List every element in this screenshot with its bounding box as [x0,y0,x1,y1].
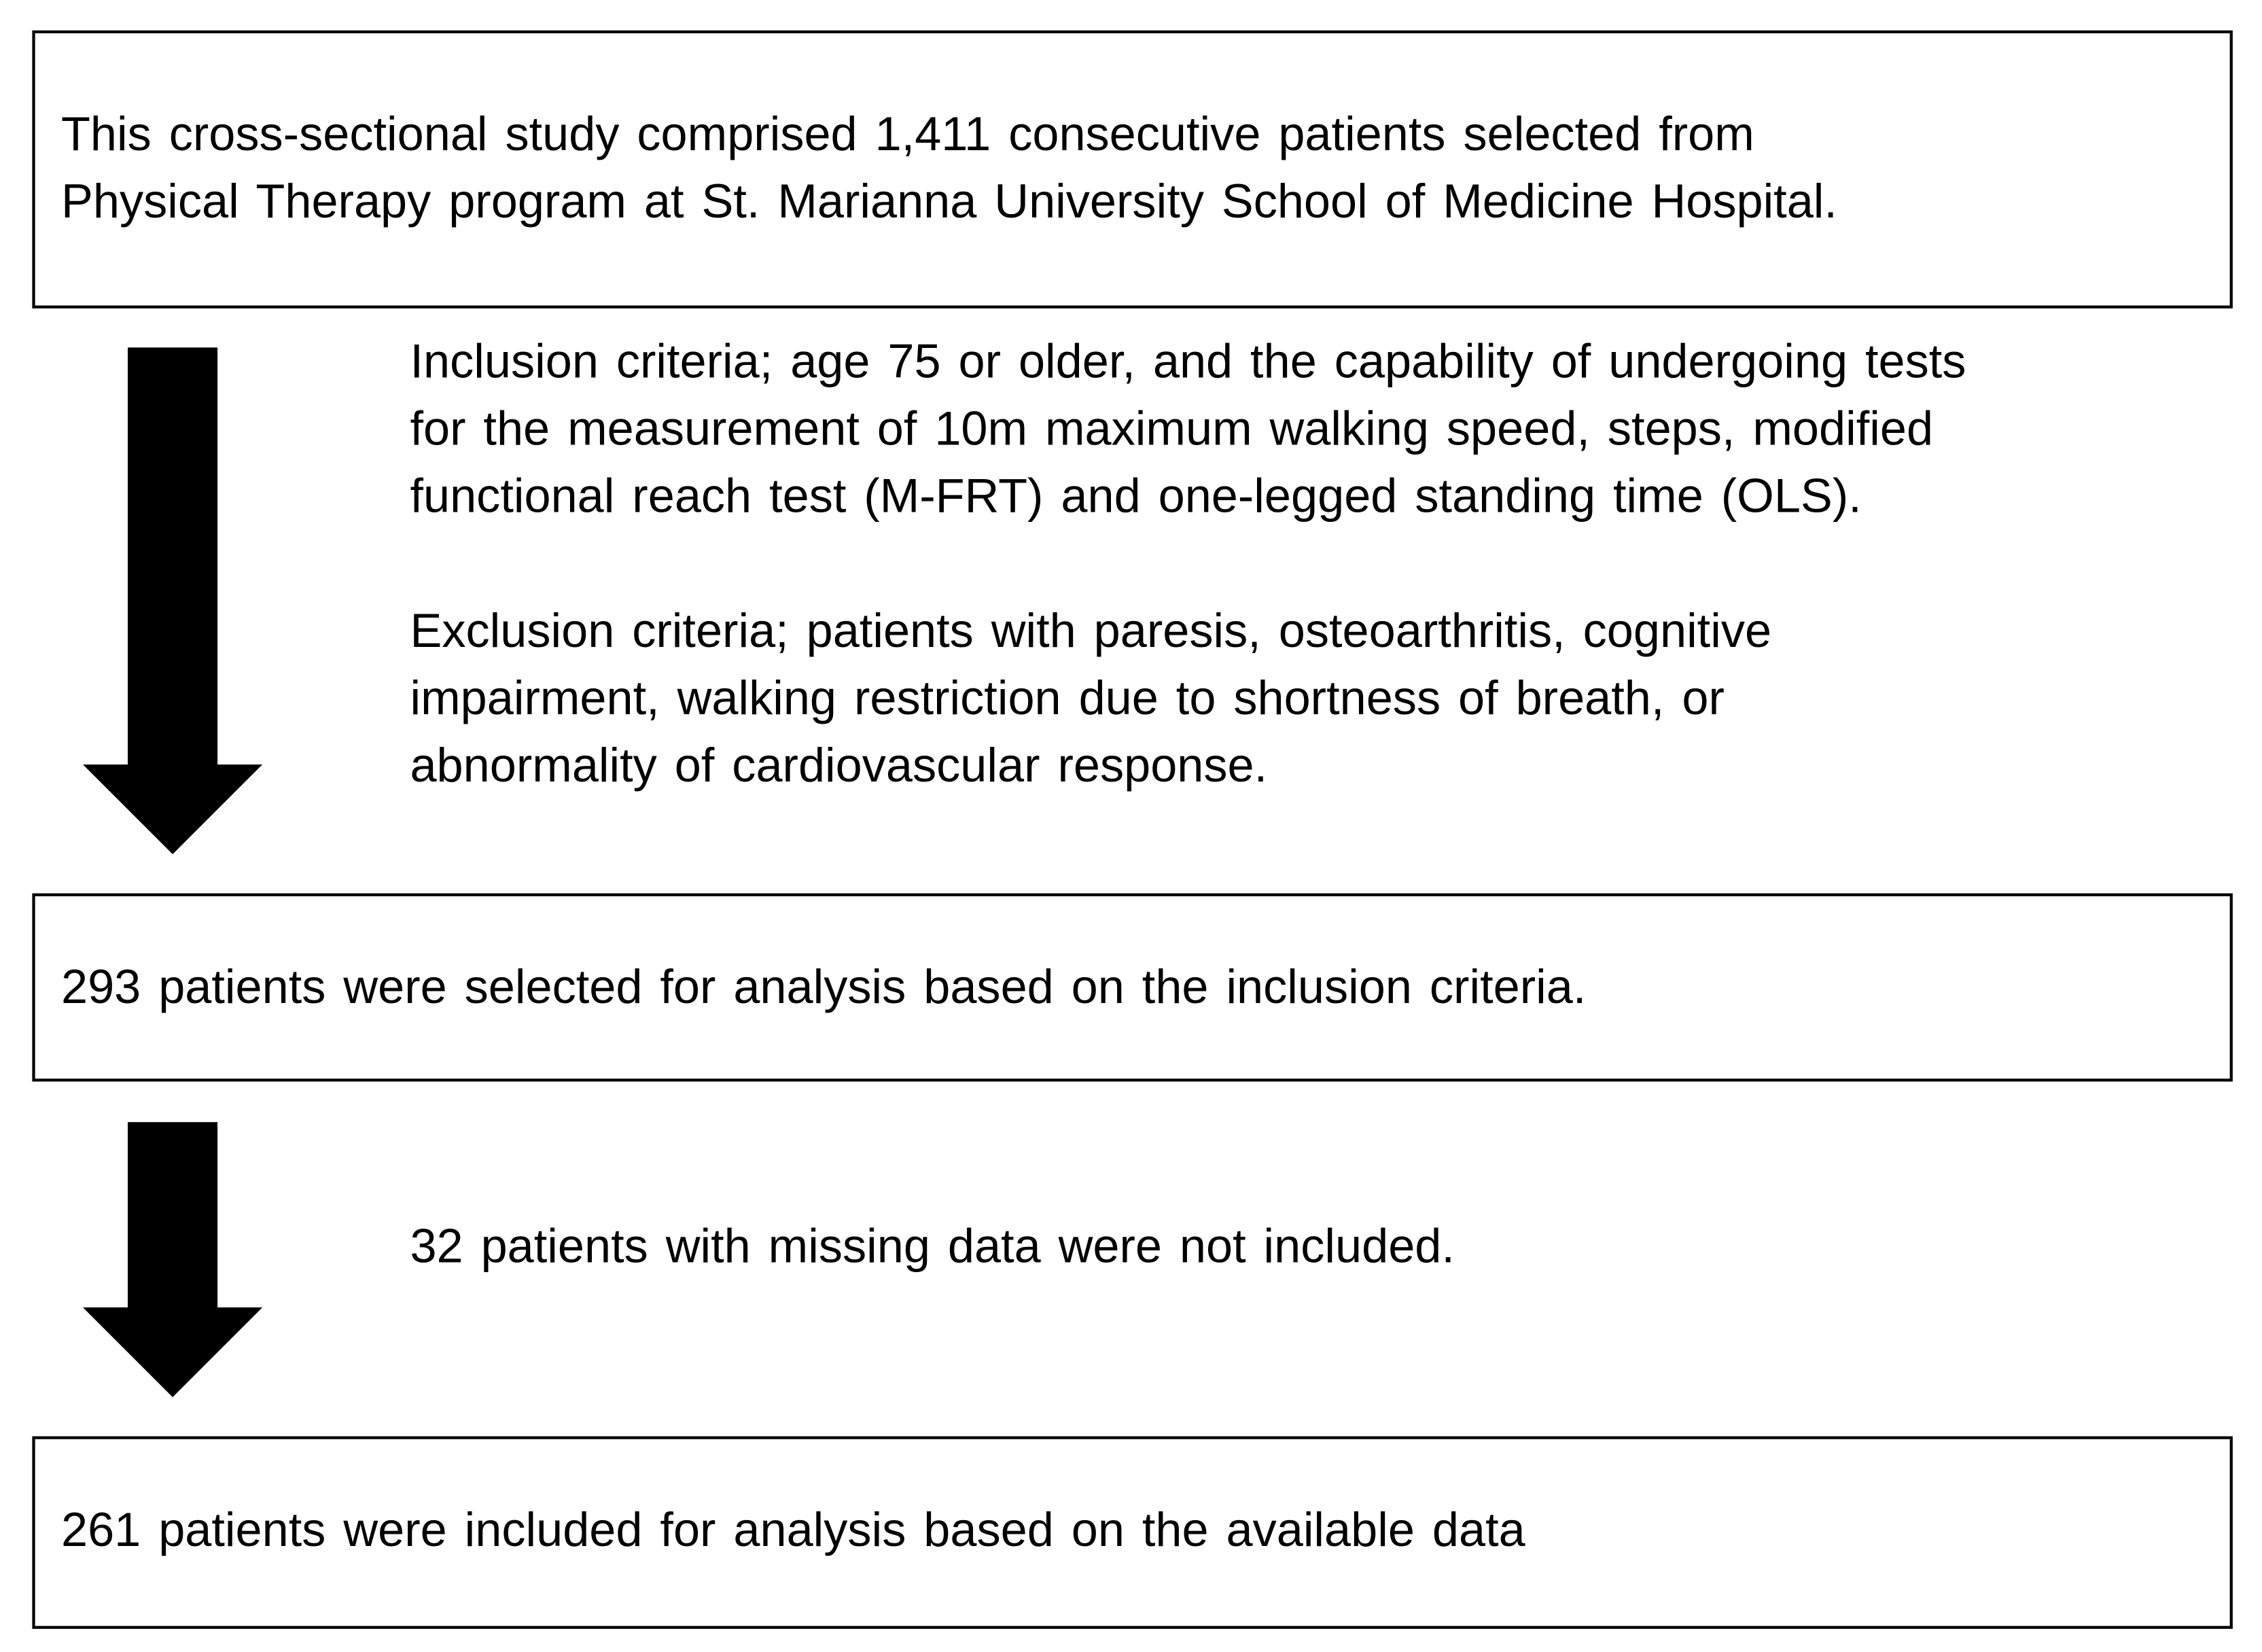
box [32,1436,2233,1629]
note-text: impairment, walking restriction due to s… [410,671,1724,724]
box-text: 261 patients were included for analysis … [61,1502,1526,1556]
note-text: functional reach test (M-FRT) and one-le… [410,469,1861,523]
note-text: for the measurement of 10m maximum walki… [410,402,1933,455]
box-text: This cross-sectional study comprised 1,4… [61,107,1754,160]
note-text: abnormality of cardiovascular response. [410,738,1267,792]
box [32,30,2233,309]
arrow [82,1122,263,1398]
note-text: Exclusion criteria; patients with paresi… [410,603,1771,657]
arrow [82,347,263,855]
box-text: Physical Therapy program at St. Marianna… [61,174,1837,228]
note-text: 32 patients with missing data were not i… [410,1218,1454,1272]
box-text: 293 patients were selected for analysis … [61,960,1586,1013]
note-text: Inclusion criteria; age 75 or older, and… [410,334,1966,387]
box [32,893,2233,1082]
